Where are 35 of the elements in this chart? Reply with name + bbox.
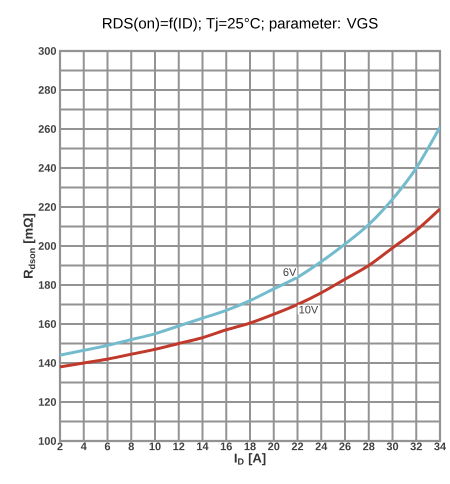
y-tick-label: 240 [38,164,56,172]
chart-title: RDS(on)=f(ID); Tj=25°C; parameter: VGS [103,18,378,32]
x-tick-label: 12 [173,442,184,450]
x-tick-label: 10 [150,442,161,450]
x-tick-label: 34 [434,442,446,450]
x-tick-label: 20 [268,442,280,450]
line-series [60,126,440,357]
x-tick-label: 2 [57,442,63,450]
x-tick-label: 8 [128,442,134,450]
y-tick-label: 280 [38,86,56,94]
x-tick-label: 4 [80,442,87,450]
x-tick-label: 16 [220,442,232,450]
y-tick-label: 180 [38,281,56,289]
x-tick-label: 30 [386,442,398,450]
x-tick-label: 6 [104,442,110,450]
y-axis-title: R$_{dson}$ [mΩ] [23,214,36,278]
y-tick-label: 140 [38,359,56,367]
x-tick-label: 32 [410,442,422,450]
x-axis-title: I$_{D}$ [A] [234,453,266,466]
series-label: 6V [283,268,296,276]
y-tick-label: 100 [38,437,56,445]
y-tick-label: 160 [38,320,56,328]
x-tick-label: 28 [363,442,374,450]
y-tick-label: 260 [38,125,56,133]
x-tick-label: 26 [339,442,351,450]
x-tick-label: 14 [197,442,209,450]
y-tick-label: 220 [38,203,56,211]
x-tick-label: 24 [316,442,328,450]
x-tick-label: 22 [292,442,304,450]
line-series [60,207,440,368]
series-label: 10V [300,306,318,314]
y-tick-label: 300 [38,47,56,55]
y-tick-label: 120 [38,398,56,406]
x-tick-label: 18 [244,442,256,450]
y-tick-label: 200 [38,242,56,250]
